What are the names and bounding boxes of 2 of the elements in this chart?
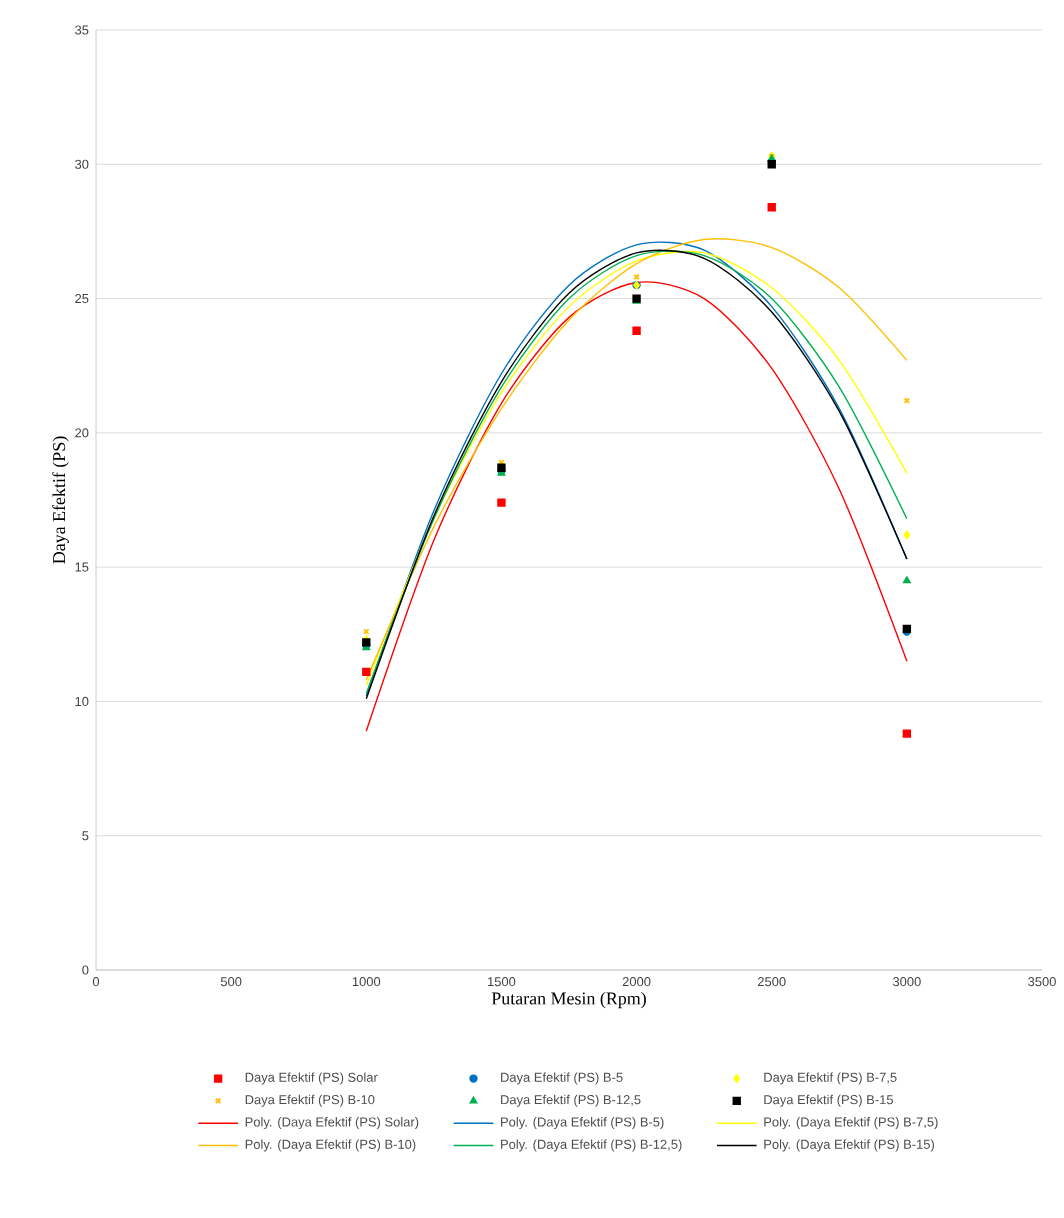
x-axis-title: Putaran Mesin (Rpm) (491, 991, 646, 1009)
y-axis-title: Daya Efektif (PS) (52, 436, 69, 564)
